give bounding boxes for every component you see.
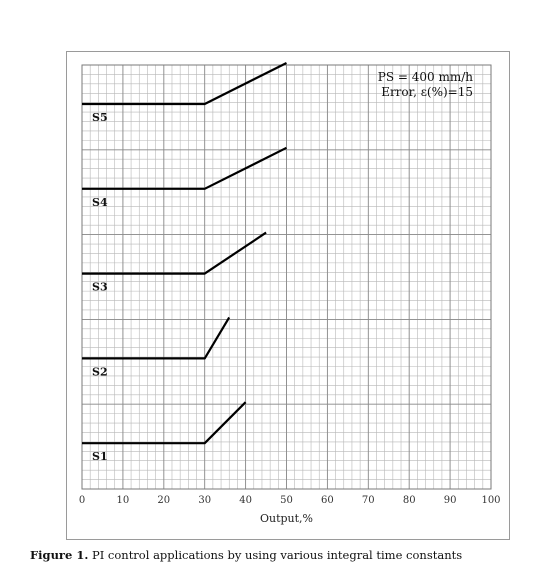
- series-line-s3: [82, 231, 267, 275]
- x-tick-label: 70: [362, 495, 375, 506]
- x-tick-label: 90: [444, 495, 457, 506]
- chart-frame: 0 10 20 30 40 50 60 70 80 90 100 Output,% S1 S2 S3 S4 S5…: [66, 51, 510, 540]
- series-label-s4: S4: [92, 196, 108, 209]
- series-label-s1: S1: [92, 450, 108, 463]
- series-label-s5: S5: [92, 111, 108, 124]
- figure-caption: Figure 1. PI control applications by usi…: [30, 548, 550, 562]
- chart-plot: 0 10 20 30 40 50 60 70 80 90 100 Output,% S1 S2 S3 S4 S5…: [79, 62, 501, 525]
- x-tick-label: 60: [321, 495, 334, 506]
- major-grid: [81, 64, 492, 490]
- x-tick-label: 40: [239, 495, 252, 506]
- caption-text: PI control applications by using various…: [88, 548, 463, 562]
- series-line-s5: [82, 62, 287, 106]
- series-line-s2: [82, 316, 231, 360]
- annotation-text: Error, ε(%)=15: [381, 85, 473, 99]
- x-tick-label: 10: [117, 495, 130, 506]
- series-line-s1: [82, 401, 247, 445]
- plot-border: [81, 64, 492, 490]
- caption-label: Figure 1.: [30, 548, 89, 562]
- x-axis-label: Output,%: [260, 512, 313, 525]
- x-tick-label: 30: [198, 495, 211, 506]
- series-label-s2: S2: [92, 365, 108, 378]
- series-line-s4: [82, 146, 287, 190]
- annotation-text: PS = 400 mm/h: [378, 70, 473, 84]
- x-tick-label: 50: [280, 495, 293, 506]
- series-label-s3: S3: [92, 281, 108, 294]
- x-tick-label: 20: [157, 495, 170, 506]
- x-tick-label: 100: [481, 495, 500, 506]
- x-tick-label: 80: [403, 495, 416, 506]
- x-tick-label: 0: [79, 495, 85, 506]
